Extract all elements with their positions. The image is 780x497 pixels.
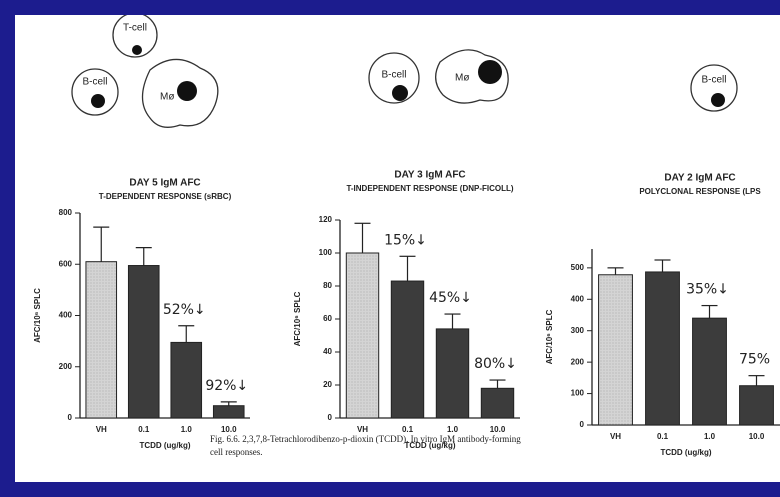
bar (646, 272, 680, 425)
y-tick-label: 400 (59, 311, 73, 320)
y-tick-label: 0 (328, 413, 333, 422)
caption: cell responses. (210, 447, 262, 457)
y-tick-label: 40 (323, 347, 332, 356)
annotation: 35%↓ (686, 282, 729, 298)
caption: Fig. 6.6. 2,3,7,8-Tetrachlorodibenzo-p-d… (210, 434, 521, 444)
x-axis-label: TCDD (ug/kg) (139, 441, 190, 450)
annotation: 92%↓ (205, 378, 248, 394)
nucleus (177, 81, 197, 101)
nucleus (91, 94, 105, 108)
bar (599, 275, 633, 425)
y-axis-label: AFC/10⁶ SPLC (293, 291, 302, 346)
y-tick-label: 100 (571, 389, 585, 398)
y-tick-label: 120 (319, 215, 333, 224)
x-axis-label: TCDD (ug/kg) (404, 441, 455, 450)
y-tick-label: 200 (571, 357, 585, 366)
x-tick-label: VH (610, 432, 621, 441)
bar (86, 262, 117, 418)
cell-label: T-cell (123, 23, 147, 34)
y-tick-label: 500 (571, 263, 585, 272)
bar (171, 342, 202, 418)
x-tick-label: 1.0 (447, 425, 459, 434)
y-tick-label: 600 (59, 259, 73, 268)
nucleus (132, 45, 142, 55)
y-axis-label: AFC/10⁶ SPLC (545, 309, 554, 364)
bar (481, 388, 513, 418)
bar (128, 266, 159, 418)
bar (740, 386, 774, 425)
x-tick-label: 10.0 (490, 425, 506, 434)
bar (213, 406, 244, 418)
x-tick-label: 10.0 (221, 425, 237, 434)
chart-title: DAY 2 IgM AFC (664, 173, 735, 184)
y-tick-label: 0 (580, 420, 585, 429)
chart-title: DAY 5 IgM AFC (129, 178, 200, 189)
x-tick-label: 0.1 (138, 425, 150, 434)
x-axis-label: TCDD (ug/kg) (660, 448, 711, 457)
y-tick-label: 200 (59, 362, 73, 371)
chart-subtitle: T-DEPENDENT RESPONSE (sRBC) (99, 192, 232, 201)
chart-subtitle: POLYCLONAL RESPONSE (LPS (639, 187, 761, 196)
cell-label: B-cell (82, 77, 107, 88)
y-tick-label: 80 (323, 281, 332, 290)
cell-label: B-cell (701, 75, 726, 86)
bar (346, 253, 378, 418)
annotation: 75% (739, 352, 770, 368)
nucleus (711, 93, 725, 107)
bar (391, 281, 423, 418)
x-tick-label: 0.1 (657, 432, 669, 441)
y-tick-label: 0 (68, 413, 73, 422)
nucleus (478, 60, 502, 84)
chart-subtitle: T-INDEPENDENT RESPONSE (DNP-FICOLL) (346, 184, 513, 193)
annotation: 15%↓ (384, 232, 427, 248)
slide: T-cell B-cell Mø B-cell Mø B-cell Fig. 6… (0, 0, 780, 492)
y-tick-label: 100 (319, 248, 333, 257)
bar (436, 329, 468, 418)
cell-label: Mø (160, 92, 174, 103)
figure: T-cell B-cell Mø B-cell Mø B-cell Fig. 6… (15, 13, 780, 482)
annotation: 52%↓ (163, 302, 206, 318)
y-tick-label: 20 (323, 380, 332, 389)
x-tick-label: 1.0 (704, 432, 716, 441)
x-tick-label: 0.1 (402, 425, 414, 434)
x-tick-label: VH (357, 425, 368, 434)
bar (693, 318, 727, 425)
annotation: 80%↓ (474, 356, 517, 372)
x-tick-label: 1.0 (181, 425, 193, 434)
cell-label: B-cell (381, 70, 406, 81)
x-tick-label: VH (96, 425, 107, 434)
chart-title: DAY 3 IgM AFC (394, 170, 465, 181)
y-axis-label: AFC/10⁶ SPLC (33, 288, 42, 343)
y-tick-label: 300 (571, 326, 585, 335)
annotation: 45%↓ (429, 290, 472, 306)
x-tick-label: 10.0 (749, 432, 765, 441)
y-tick-label: 60 (323, 314, 332, 323)
cell-label: Mø (455, 73, 469, 84)
y-tick-label: 800 (59, 208, 73, 217)
nucleus (392, 85, 408, 101)
y-tick-label: 400 (571, 294, 585, 303)
